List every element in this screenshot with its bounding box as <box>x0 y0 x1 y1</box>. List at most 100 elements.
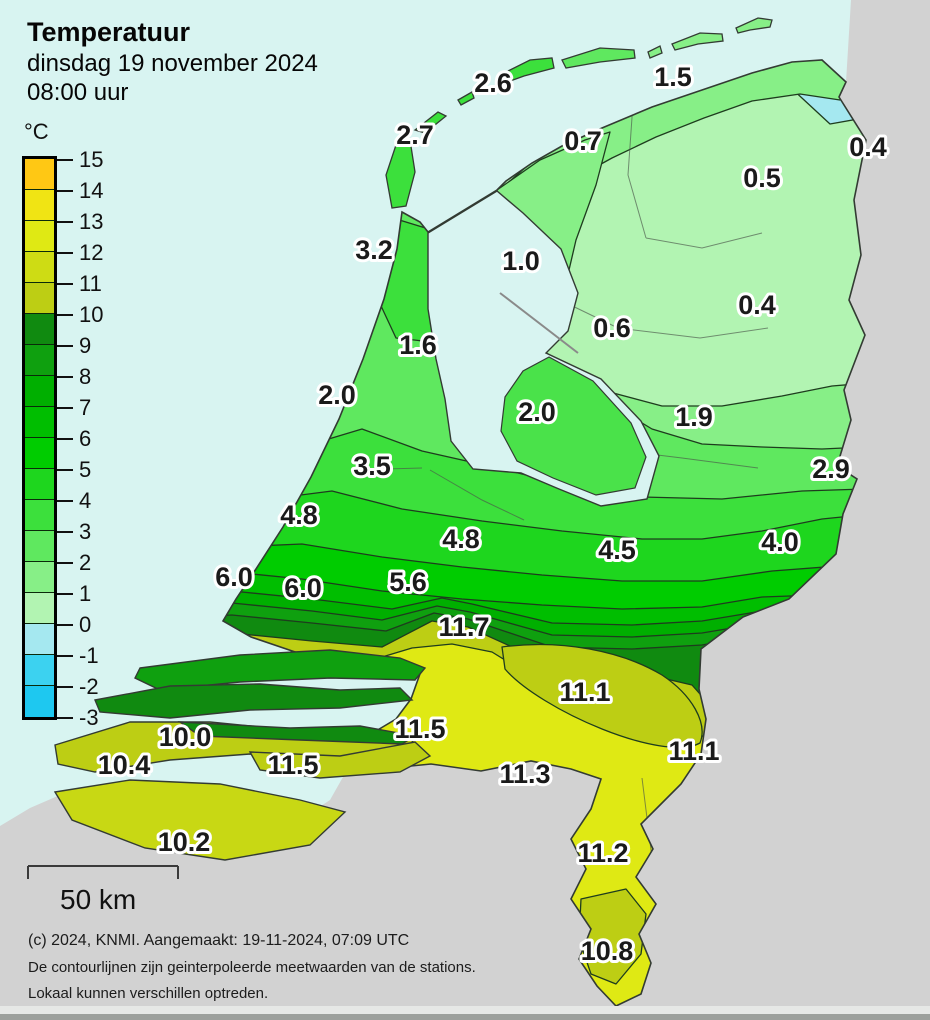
legend-tick-label: 2 <box>79 550 92 575</box>
legend-cell <box>25 593 54 624</box>
legend-tick-mark <box>57 376 73 378</box>
islet-rottumeroog <box>735 17 773 34</box>
legend-cell <box>25 314 54 345</box>
legend-tick-mark <box>57 593 73 595</box>
zeeland-delta <box>53 649 432 861</box>
legend-tick-label: 11 <box>79 271 102 296</box>
legend-cell <box>25 438 54 469</box>
legend-tick-label: -1 <box>79 643 99 668</box>
contour-label: 4.8 <box>280 500 318 530</box>
islet-richel <box>457 91 475 106</box>
wadden-islands <box>385 17 773 209</box>
cool-pocket-east-brabant <box>501 643 703 749</box>
island-terschelling <box>497 57 555 85</box>
contour-label: 1.5 <box>654 62 692 92</box>
contour-label: 5.6 <box>389 567 427 597</box>
legend-unit-label: °C <box>24 119 49 144</box>
zuid-beveland-east <box>248 741 432 779</box>
legend-tick-mark <box>57 159 73 161</box>
contour-label: 10.0 <box>159 722 212 752</box>
legend-tick-mark <box>57 717 73 719</box>
legend-tick-mark <box>57 500 73 502</box>
map-header: Temperatuur dinsdag 19 november 2024 08:… <box>27 16 318 107</box>
legend-cell <box>25 221 54 252</box>
legend-tick-label: 14 <box>79 178 104 203</box>
bottom-strip-light <box>0 1006 930 1014</box>
legend-tick-label: 0 <box>79 612 92 637</box>
footer-note-2: Lokaal kunnen verschillen optreden. <box>28 985 269 1002</box>
contour-label: 10.4 <box>98 750 151 780</box>
legend-tick-mark <box>57 283 73 285</box>
contour-labels: 2.6 1.5 2.7 0.7 0.4 0.5 3.2 1.0 0.4 0.6 1.6 2.0 2.0 1… <box>95 59 890 969</box>
legend-cell <box>25 283 54 314</box>
legend-tick-mark <box>57 407 73 409</box>
scale-bar <box>27 865 179 879</box>
contour-label: 11.5 <box>267 750 318 780</box>
contour-label: 10.8 <box>581 936 634 966</box>
contour-label: 0.4 <box>849 132 887 162</box>
legend-tick-label: 3 <box>79 519 92 544</box>
legend-tick-label: -3 <box>79 705 99 730</box>
legend-tick-mark <box>57 345 73 347</box>
contour-label: 0.7 <box>564 126 602 156</box>
legend-tick-label: 10 <box>79 302 104 327</box>
legend-tick-mark <box>57 686 73 688</box>
legend-cell <box>25 686 54 717</box>
contour-label: 11.2 <box>577 838 628 868</box>
page-title: Temperatuur <box>27 17 191 47</box>
contour-label: 11.7 <box>438 612 489 642</box>
legend-tick-label: 4 <box>79 488 92 513</box>
bottom-strip-dark <box>0 1014 930 1020</box>
legend-tick-label: 6 <box>79 426 92 451</box>
flevoland-polder <box>500 356 647 496</box>
legend-cell <box>25 655 54 686</box>
legend-tick-label: 15 <box>79 147 104 172</box>
legend-cell <box>25 531 54 562</box>
island-vlieland <box>413 111 448 134</box>
legend-tick-label: -2 <box>79 674 99 699</box>
legend-tick-label: 12 <box>79 240 104 265</box>
contour-label: 4.0 <box>761 527 799 557</box>
legend-tick-mark <box>57 190 73 192</box>
contour-label: 11.3 <box>499 759 550 789</box>
island-goeree <box>134 649 427 691</box>
legend-cell <box>25 252 54 283</box>
contour-label: 0.5 <box>743 163 781 193</box>
legend-cell <box>25 469 54 500</box>
legend-cell <box>25 562 54 593</box>
contour-label: 11.1 <box>668 736 719 766</box>
legend-cell <box>25 190 54 221</box>
contour-label: 3.5 <box>353 451 391 481</box>
contour-label: 2.0 <box>318 380 356 410</box>
legend-tick-mark <box>57 314 73 316</box>
footer-note-1: De contourlijnen zijn geinterpoleerde me… <box>28 959 476 976</box>
island-schouwen <box>94 683 414 719</box>
header-time: 08:00 uur <box>27 79 129 107</box>
island-schiermonnikoog <box>671 32 724 51</box>
contour-label: 6.0 <box>284 573 322 603</box>
legend-tick-mark <box>57 438 73 440</box>
contour-label: 2.7 <box>396 120 434 150</box>
legend-tick-label: 1 <box>79 581 92 606</box>
legend-tick-mark <box>57 221 73 223</box>
legend-tick-mark <box>57 531 73 533</box>
legend-cell <box>25 345 54 376</box>
legend-tick-mark <box>57 469 73 471</box>
contour-label: 4.5 <box>598 535 636 565</box>
contour-label: 0.4 <box>738 290 776 320</box>
contour-label: 2.9 <box>812 454 850 484</box>
header-date: dinsdag 19 november 2024 <box>27 49 318 77</box>
legend-tick-mark <box>57 655 73 657</box>
contour-label: 1.6 <box>399 330 437 360</box>
contour-label: 11.1 <box>559 677 610 707</box>
legend-tick-label: 8 <box>79 364 92 389</box>
contour-label: 0.6 <box>593 313 631 343</box>
legend-cell <box>25 407 54 438</box>
legend-cell <box>25 500 54 531</box>
contour-label: 6.0 <box>215 562 253 592</box>
contour-label: 1.0 <box>502 246 540 276</box>
legend-tick-label: 5 <box>79 457 92 482</box>
contour-label: 2.6 <box>474 68 512 98</box>
